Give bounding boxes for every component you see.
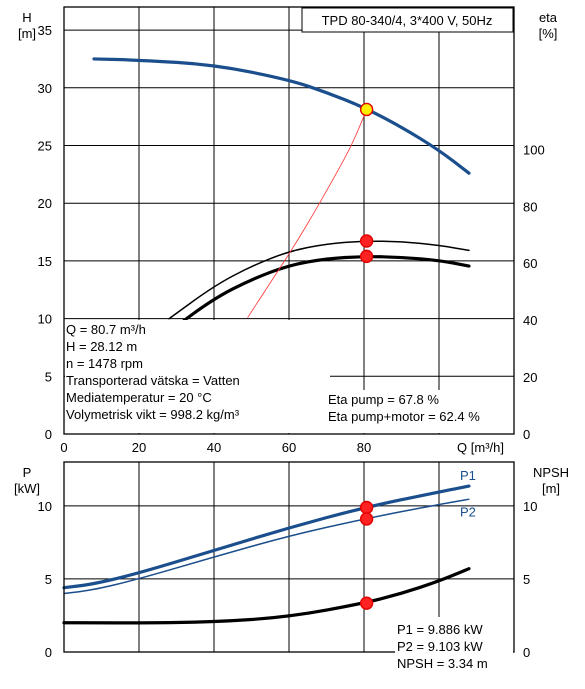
series-label-p1: P1 [460,468,476,483]
info-line: n = 1478 rpm [66,356,143,371]
series-top [92,57,471,334]
y-left-tick-label: 15 [38,254,52,269]
head-series-line-3 [247,109,368,318]
info-background [65,320,330,433]
y-left-tick-label: 5 [45,572,52,587]
power-duty-point-0 [359,500,374,515]
y-right-unit: [%] [539,26,558,41]
series-label-p2: P2 [460,504,476,519]
y-right-tick-label: 60 [523,256,537,271]
x-tick-label: 40 [207,440,221,455]
y-left-tick-label: 10 [38,312,52,327]
x-tick-label: 80 [357,440,371,455]
y-left-tick-label: 35 [38,23,52,38]
y-right-tick-label: 10 [523,499,537,514]
title-box [301,7,514,33]
y-right-tick-label: 40 [523,313,537,328]
head-duty-point-1 [359,234,374,248]
y-right-title: eta [539,10,558,25]
head-duty-point-0 [359,102,374,117]
x-tick-label: 0 [60,440,67,455]
info-line: Transporterad vätska = Vatten [66,373,240,388]
y-left-tick-label: 5 [45,369,52,384]
x-tick-label: 20 [132,440,146,455]
y-left-tick-label: 30 [38,81,52,96]
head-duty-point-2 [359,249,374,264]
y-right-title: NPSH [533,465,569,480]
y-right-tick-label: 0 [523,427,530,442]
info-line: Eta pump = 67.8 % [328,392,439,407]
power-duty-point-2 [359,596,374,610]
series-bottom [62,484,471,625]
info-line: P2 = 9.103 kW [397,639,483,654]
head-series-line-1 [168,240,470,320]
info-background [325,390,513,433]
power-duty-point-1 [359,512,374,526]
info-line: Q = 80.7 m³/h [66,322,146,337]
head-series-line-0 [92,57,471,175]
info-line: Eta pump+motor = 62.4 % [328,409,480,424]
y-right-tick-label: 0 [523,645,530,660]
y-left-unit: [m] [18,26,36,41]
y-right-unit: [m] [542,481,560,496]
plot-frame-bottom [63,461,515,653]
y-left-tick-label: 25 [38,138,52,153]
y-right-tick-label: 20 [523,370,537,385]
y-left-title: P [23,465,32,480]
y-left-unit: [kW] [14,481,40,496]
chart-title: TPD 80-340/4, 3*400 V, 50Hz [322,13,493,28]
head-series-line-2 [167,255,471,334]
x-tick-label: 60 [282,440,296,455]
y-left-tick-label: 20 [38,196,52,211]
y-left-title: H [22,10,31,25]
y-left-tick-label: 0 [45,645,52,660]
info-line: H = 28.12 m [66,339,137,354]
info-line: P1 = 9.886 kW [397,622,483,637]
axes [63,6,515,653]
info-line: Mediatemperatur = 20 °C [66,390,212,405]
info-background [395,617,513,672]
info-line: NPSH = 3.34 m [397,656,488,671]
y-right-tick-label: 80 [523,199,537,214]
y-left-tick-label: 10 [38,499,52,514]
y-right-tick-label: 100 [523,142,545,157]
x-axis-label: Q [m³/h] [457,440,504,455]
power-series-line-0 [62,484,471,590]
plot-frame-top [63,6,515,435]
power-series-line-2 [62,567,471,625]
y-left-tick-label: 0 [45,427,52,442]
y-right-tick-label: 5 [523,572,530,587]
info-line: Volymetrisk vikt = 998.2 kg/m³ [66,407,240,422]
power-series-line-1 [63,498,470,595]
